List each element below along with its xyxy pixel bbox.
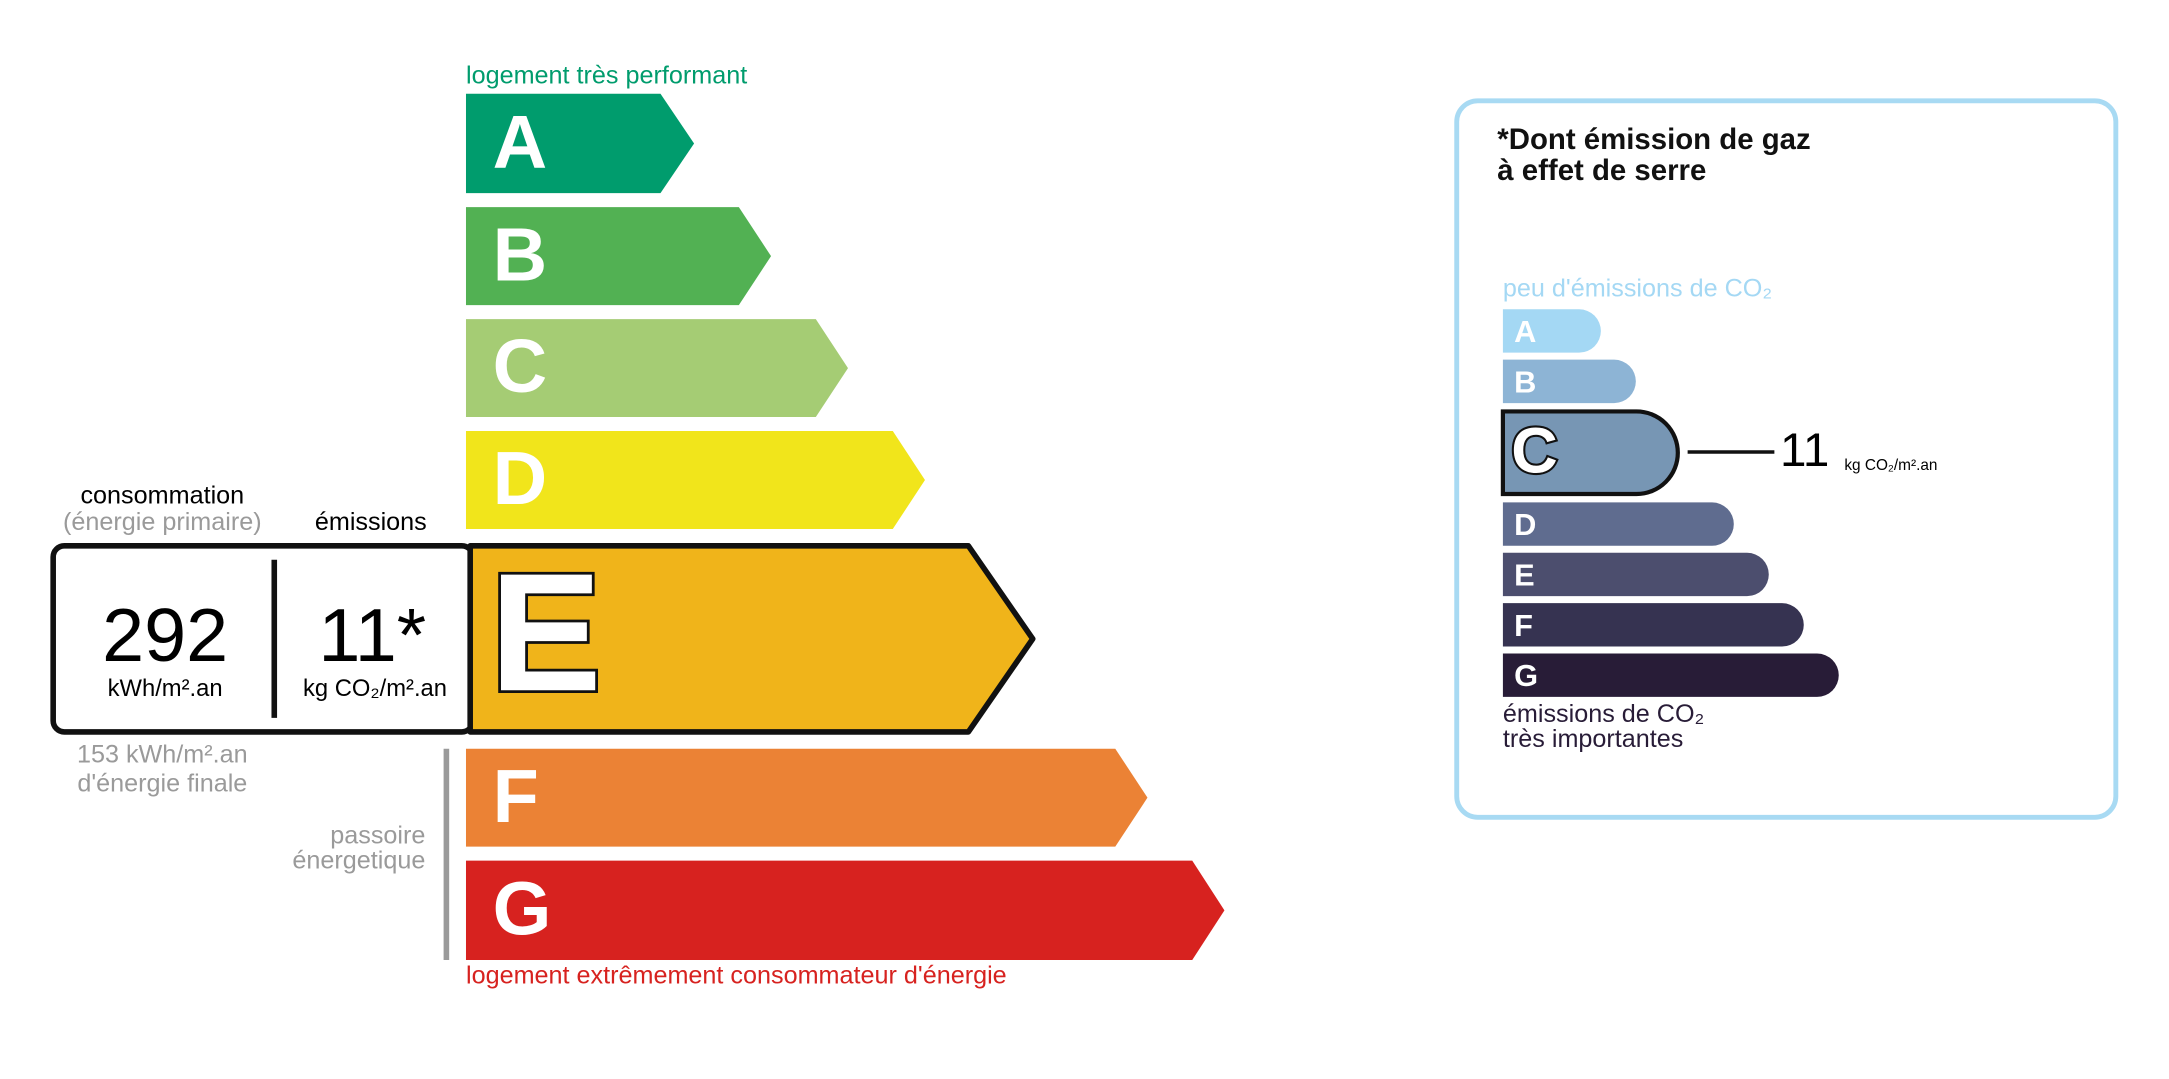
ghg-class-bar: [1502, 552, 1769, 597]
energy-class-bar: [465, 748, 1148, 847]
energy-class-bar: [467, 542, 1036, 735]
ghg-class-bar: [1502, 502, 1734, 546]
ghg-class-bar: [1500, 409, 1680, 497]
passoire-line: passoire: [330, 822, 425, 850]
energy-class-letter: C: [493, 325, 548, 409]
energy-class-bar: [465, 207, 772, 306]
ghg-title: *Dont émission de gaz: [1497, 123, 1810, 156]
ghg-class-bar: [1502, 359, 1636, 404]
ghg-class-letter: E: [1514, 557, 1535, 592]
energy-class-letter: D: [493, 437, 548, 521]
energy-class-letter: B: [493, 213, 548, 297]
energy-class-letter: G: [493, 867, 552, 951]
passoire-line: énergetique: [292, 847, 425, 875]
ghg-class-letter: A: [1514, 314, 1536, 349]
final-label: d'énergie finale: [77, 770, 247, 798]
ghg-unit: kg CO₂/m².an: [1844, 457, 1937, 474]
energy-class-bar: [465, 860, 1225, 961]
emissions-label: émissions: [315, 508, 427, 536]
ghg-top-note: peu d'émissions de CO₂: [1503, 274, 1772, 302]
ghg-class-letter: G: [1514, 658, 1538, 693]
ghg-class-letter: B: [1514, 364, 1536, 399]
energy-class-letter: E: [490, 538, 602, 726]
energy-class-bar: [465, 319, 849, 418]
ghg-value: 11: [1780, 424, 1829, 477]
ghg-title: à effet de serre: [1497, 154, 1706, 187]
ghg-class-bar: [1502, 603, 1804, 647]
ghg-bottom-note: très importantes: [1503, 725, 1683, 753]
consumption-label: consommation: [80, 481, 244, 509]
consumption-value: 292: [102, 594, 228, 678]
ghg-class-letter: C: [1511, 415, 1557, 487]
bottom-note: logement extrêmement consommateur d'éner…: [466, 961, 1007, 989]
emissions-unit: kg CO₂/m².an: [303, 675, 447, 702]
energy-class-bar: [465, 93, 695, 194]
ghg-class-bar: [1502, 309, 1601, 353]
final-value: 153 kWh/m².an: [77, 740, 248, 768]
emissions-value: 11*: [318, 594, 426, 678]
ghg-bottom-note: émissions de CO₂: [1503, 700, 1704, 728]
top-note: logement très performant: [466, 62, 747, 90]
energy-class-bar: [465, 431, 925, 530]
consumption-unit: kWh/m².an: [108, 675, 223, 702]
ghg-class-bar: [1502, 653, 1839, 697]
energy-class-letter: A: [493, 101, 548, 185]
ghg-class-letter: D: [1514, 507, 1536, 542]
ghg-class-letter: F: [1514, 608, 1533, 643]
consumption-sub: (énergie primaire): [63, 508, 262, 536]
energy-class-letter: F: [493, 755, 539, 839]
